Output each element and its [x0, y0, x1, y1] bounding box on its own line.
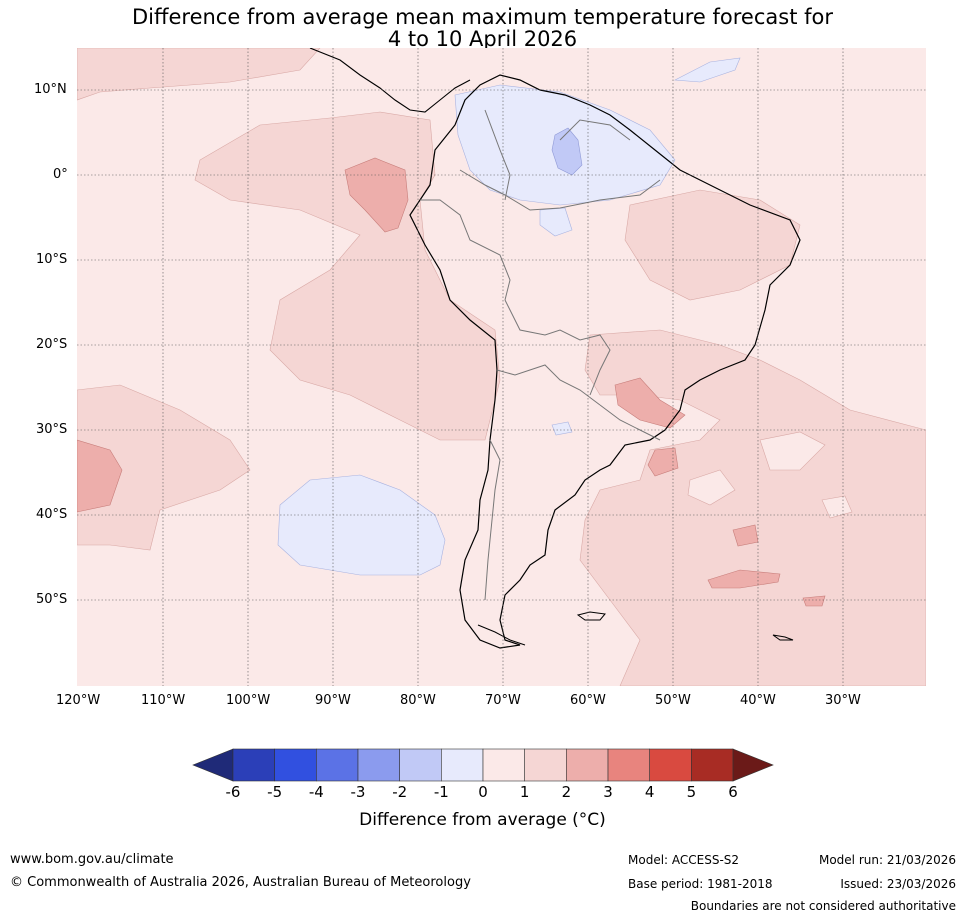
footer-disclaimer: Boundaries are not considered authoritat… — [690, 899, 956, 913]
anomaly-region-0to1 — [821, 495, 853, 519]
chart-title-line2: 4 to 10 April 2026 — [387, 27, 578, 51]
lat-label: 10°N — [34, 82, 67, 97]
colorbar-tick-label: 2 — [561, 783, 572, 801]
anomaly-region-minus1to0 — [673, 57, 741, 83]
footer-copyright: © Commonwealth of Australia 2026, Austra… — [10, 875, 471, 890]
lon-label: 110°W — [141, 693, 186, 708]
colorbar-bin — [232, 748, 275, 782]
colorbar-tick-label: -2 — [392, 783, 408, 801]
colorbar-tick-label: -1 — [433, 783, 449, 801]
colorbar-bin — [607, 748, 651, 782]
colorbar-tick-label: -6 — [225, 783, 241, 801]
lat-label: 30°S — [36, 422, 68, 437]
anomaly-region-2to3 — [614, 377, 686, 429]
colorbar — [192, 748, 774, 782]
lon-label: 50°W — [655, 693, 691, 708]
south-america-coastline — [409, 74, 801, 649]
colorbar-bin — [566, 748, 609, 782]
map-gridlines — [77, 48, 926, 686]
lat-label: 50°S — [36, 592, 68, 607]
lon-label: 80°W — [400, 693, 436, 708]
footer-issued: Issued: 23/03/2026 — [840, 877, 956, 891]
colorbar-bin — [524, 748, 567, 782]
lon-label: 120°W — [56, 693, 101, 708]
anomaly-region-minus1to0 — [551, 421, 573, 436]
lon-label: 40°W — [740, 693, 776, 708]
anomaly-region-0to1 — [759, 431, 826, 471]
colorbar-tick-label: 0 — [478, 783, 488, 801]
lat-label: 40°S — [36, 507, 68, 522]
lon-label: 30°W — [825, 693, 861, 708]
lat-label: 20°S — [36, 337, 68, 352]
anomaly-region-1to2 — [77, 384, 251, 551]
anomaly-region-2to3 — [802, 595, 826, 607]
colorbar-tick-label: -5 — [267, 783, 283, 801]
lon-label: 70°W — [485, 693, 521, 708]
colorbar-tick-label: -4 — [308, 783, 324, 801]
colorbar-tick-label: 4 — [644, 783, 655, 801]
footer-base-period: Base period: 1981-2018 — [628, 877, 773, 891]
tierra-del-fuego-coast — [477, 624, 526, 646]
colorbar-extend-low — [192, 748, 234, 782]
lat-label: 0° — [53, 167, 68, 182]
colorbar-bin — [274, 748, 317, 782]
colorbar-tick-label: -3 — [350, 783, 366, 801]
lon-label: 90°W — [315, 693, 351, 708]
anomaly-region-2to3 — [344, 157, 409, 233]
central-america-coastline — [309, 48, 471, 113]
colorbar-bin — [649, 748, 692, 782]
colorbar-bin — [482, 748, 525, 782]
footer-website[interactable]: www.bom.gov.au/climate — [10, 852, 174, 867]
country-borders — [420, 109, 661, 601]
footer-model: Model: ACCESS-S2 — [628, 853, 740, 867]
colorbar-tick-label: 5 — [686, 783, 697, 801]
colorbar-extend-high — [732, 748, 774, 782]
south-georgia — [772, 634, 794, 641]
lon-label: 100°W — [226, 693, 271, 708]
colorbar-tick-label: 6 — [728, 783, 738, 801]
colorbar-label: Difference from average (°C) — [359, 810, 606, 830]
colorbar-bin — [441, 748, 484, 782]
anomaly-region-2to3 — [77, 439, 123, 513]
lat-label: 10°S — [36, 252, 68, 267]
colorbar-bin — [316, 748, 359, 782]
anomaly-region-1to2 — [194, 111, 501, 441]
anomaly-region-minus1to0 — [277, 474, 446, 576]
anomaly-region-1to2 — [579, 329, 926, 686]
colorbar-bin — [399, 748, 442, 782]
chart-title-line1: Difference from average mean maximum tem… — [132, 5, 833, 29]
anomaly-region-0to1 — [687, 469, 736, 506]
anomaly-region-2to3 — [647, 447, 679, 477]
colorbar-tick-label: 1 — [519, 783, 530, 801]
anomaly-region-1to2 — [77, 48, 321, 101]
colorbar-tick-label: 3 — [603, 783, 613, 801]
anomaly-region-2to3 — [707, 569, 781, 589]
lon-label: 60°W — [570, 693, 606, 708]
colorbar-bin — [691, 748, 734, 782]
colorbar-bin — [357, 748, 400, 782]
footer-model-run: Model run: 21/03/2026 — [818, 853, 956, 867]
map-area — [77, 48, 926, 686]
